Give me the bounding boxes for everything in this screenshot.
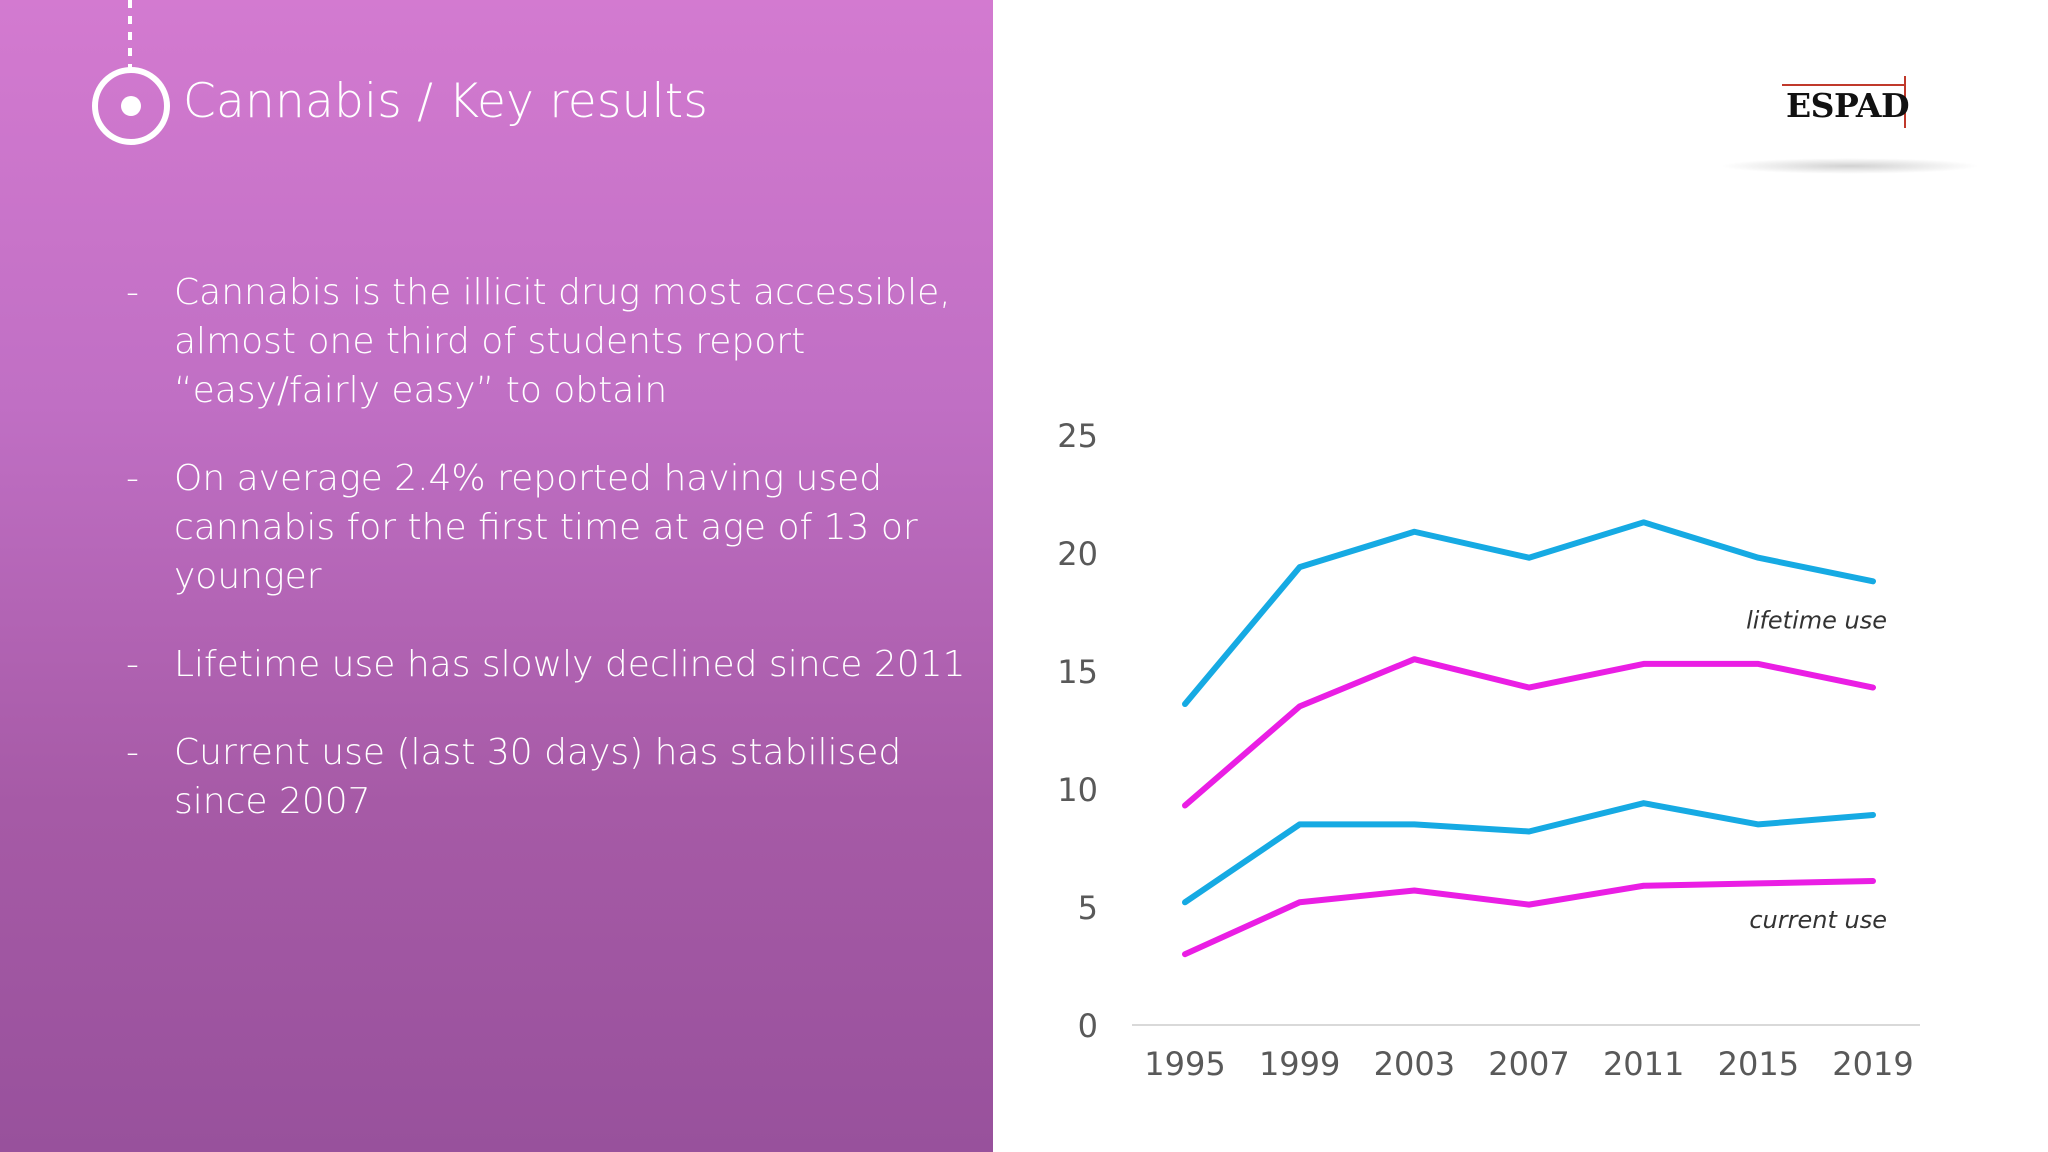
bullet-text: Current use (last 30 days) has stabilise…	[174, 732, 902, 822]
bullet-item: - On average 2.4% reported having used c…	[120, 454, 980, 601]
bullet-item: - Lifetime use has slowly declined since…	[120, 640, 980, 689]
bullet-marker: -	[126, 732, 139, 773]
series-line	[1182, 519, 1876, 708]
y-axis: 0 5 10 15 20 25	[1057, 417, 1098, 1045]
x-tick-label: 2011	[1603, 1045, 1684, 1083]
x-tick-label: 2015	[1718, 1045, 1799, 1083]
series-line	[1182, 878, 1876, 958]
bullet-marker: -	[126, 644, 139, 685]
left-panel: Cannabis / Key results - Cannabis is the…	[0, 0, 993, 1152]
annotations: lifetime use current use	[1746, 607, 1887, 935]
x-tick-label: 2019	[1832, 1045, 1913, 1083]
bullet-item: - Cannabis is the illicit drug most acce…	[120, 268, 980, 415]
bullet-text: Cannabis is the illicit drug most access…	[174, 272, 951, 411]
bullet-item: - Current use (last 30 days) has stabili…	[120, 728, 980, 826]
logo-accent-bar	[1782, 84, 1906, 86]
slide-title: Cannabis / Key results	[183, 74, 709, 129]
series-annotation: lifetime use	[1746, 607, 1887, 635]
logo-accent-vbar	[1904, 76, 1906, 128]
x-tick-label: 1995	[1144, 1045, 1225, 1083]
series-lines	[1182, 519, 1876, 958]
x-tick-label: 1999	[1259, 1045, 1340, 1083]
y-tick-label: 5	[1078, 889, 1098, 927]
y-tick-label: 20	[1057, 535, 1098, 573]
y-tick-label: 15	[1057, 653, 1098, 691]
x-tick-label: 2007	[1488, 1045, 1569, 1083]
espad-logo: ESPAD	[1782, 76, 1922, 134]
bullet-text: Lifetime use has slowly declined since 2…	[174, 644, 966, 685]
bullet-list: - Cannabis is the illicit drug most acce…	[120, 268, 980, 865]
series-annotation: current use	[1749, 906, 1887, 934]
timeline-node-dot	[121, 96, 141, 116]
x-axis: 1995 1999 2003 2007 2011 2015 2019	[1132, 1024, 1920, 1083]
y-tick-label: 25	[1057, 417, 1098, 455]
timeline-node-icon	[92, 67, 170, 145]
bullet-text: On average 2.4% reported having used can…	[174, 458, 918, 597]
series-line	[1182, 800, 1876, 906]
y-tick-label: 0	[1078, 1007, 1098, 1045]
bullet-marker: -	[126, 458, 139, 499]
series-line	[1182, 656, 1876, 809]
logo-shadow	[1720, 158, 1980, 174]
y-tick-label: 10	[1057, 771, 1098, 809]
timeline-connector	[128, 0, 132, 72]
x-tick-label: 2003	[1374, 1045, 1455, 1083]
bullet-marker: -	[126, 272, 139, 313]
logo-text: ESPAD	[1786, 86, 1910, 125]
